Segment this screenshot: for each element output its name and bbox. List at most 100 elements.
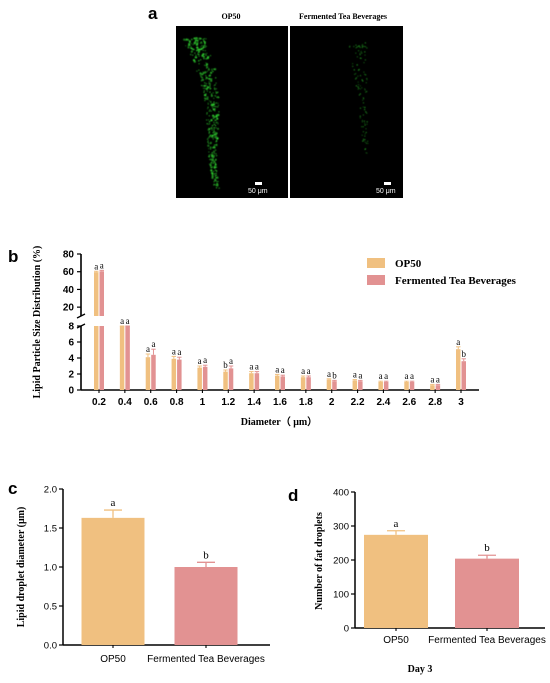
fluorescent-spot [204,87,206,90]
fluorescent-spot [217,102,219,104]
chart-b-xtick-label: 0.6 [144,397,158,408]
fluorescent-spot [208,155,210,158]
fluorescent-spot [211,159,214,162]
fluorescent-spot [357,84,360,86]
fluorescent-spot [190,43,192,45]
fluorescent-spot [205,64,208,67]
fluorescent-spot [200,80,203,82]
chart-b-bar [151,354,156,390]
chart-b-bar [145,357,151,390]
chart-b-ytick-label: 80 [63,250,75,261]
fluorescent-spot [209,163,211,165]
fluorescent-spot [187,46,190,49]
fluorescent-spot [211,152,213,154]
fluorescent-spot [210,134,212,136]
fluorescent-spot [217,180,219,183]
fluorescent-spot [210,127,213,130]
fluorescent-spot [206,113,208,115]
fluorescent-spot [192,44,194,46]
fluorescent-spot [216,96,220,99]
fluorescent-spot [215,92,217,94]
fluorescent-spot [362,80,364,82]
fluorescent-spot [202,87,205,89]
fluorescent-spot [190,47,192,49]
fluorescent-spot [366,90,368,93]
fluorescent-spot [217,121,219,124]
fluorescent-spot [200,48,203,50]
chart-b-xtick-label: 1 [200,397,206,408]
fluorescent-spot [201,78,205,81]
fluorescent-spot [215,172,217,174]
fluorescent-spot [207,140,209,142]
chart-b-significance-letter: a [281,365,285,375]
fluorescent-spot [198,51,200,53]
fluorescent-spot [208,154,210,156]
chart-b-bar [275,375,280,390]
chart-d-ytick-label: 0 [344,624,349,635]
fluorescent-spot [358,45,360,47]
fluorescent-spot [201,84,203,87]
fluorescent-spot [216,184,219,186]
fluorescent-spot [207,86,210,89]
fluorescent-spot [202,49,204,52]
fluorescent-spot [183,38,186,41]
fluorescent-spot [212,177,214,180]
fluorescent-spot [214,166,216,168]
fluorescent-spot [209,85,211,87]
chart-b-bar [358,381,363,390]
fluorescent-spot [212,162,214,164]
fluorescent-spot [209,158,211,161]
chart-b-bar [171,358,177,390]
fluorescent-spot [212,154,216,157]
fluorescent-spot [197,40,199,42]
fluorescent-spot [365,131,367,134]
chart-b-significance-letter: a [301,366,305,376]
fluorescent-spot [355,78,357,80]
chart-b-ytick-label: 2 [68,370,74,381]
fluorescent-spot [211,136,213,138]
chart-c-bar [81,517,145,645]
panel-d-letter: d [288,486,298,505]
panel-b-letter: b [8,247,18,266]
fluorescent-spot [206,90,208,92]
fluorescent-spot [208,131,211,133]
fluorescent-spot [215,135,218,138]
fluorescent-spot [210,119,213,122]
chart-c: Lipid droplet diameter (μm) 0.0 0.5 1.0 1.5… [16,485,270,665]
fluorescent-spot [194,52,196,54]
fluorescent-spot [202,45,204,47]
fluorescent-spot [357,88,359,90]
chart-b-xtick-label: 2 [329,397,335,408]
fluorescent-spot [204,82,206,84]
fluorescent-spot [212,114,215,117]
chart-b-significance-letter: a [255,362,259,372]
chart-b-xtick-label: 0.2 [92,397,106,408]
fluorescent-spot [207,141,209,143]
fluorescent-spot [209,109,211,111]
chart-b-significance-letter: b [332,370,337,380]
fluorescent-spot [210,169,213,172]
fluorescent-spot [203,91,205,93]
fluorescent-spot [364,73,366,75]
fluorescent-spot [206,138,209,140]
fluorescent-spot [216,117,219,120]
fluorescent-spot [205,93,207,95]
chart-b-legend-label: OP50 [395,258,422,270]
fluorescent-spot [200,74,202,76]
chart-b-legend: OP50 Fermented Tea Beverages [367,258,517,287]
fluorescent-spot [361,44,363,47]
scale-bar-left [255,182,262,185]
fluorescent-spot [359,54,361,56]
chart-b-xtick-label: 2.8 [428,397,442,408]
fluorescent-spot [213,152,215,154]
fluorescent-spot [213,85,215,87]
fluorescent-spot [212,150,216,153]
fluorescent-spot [211,174,214,177]
fluorescent-spot [203,46,205,48]
fluorescent-spot [198,63,200,65]
fluorescent-spot [197,52,199,55]
fluorescent-spot [193,60,196,63]
chart-b-bar [332,381,337,390]
fluorescent-spot [361,79,363,81]
fluorescent-spot [213,146,216,149]
